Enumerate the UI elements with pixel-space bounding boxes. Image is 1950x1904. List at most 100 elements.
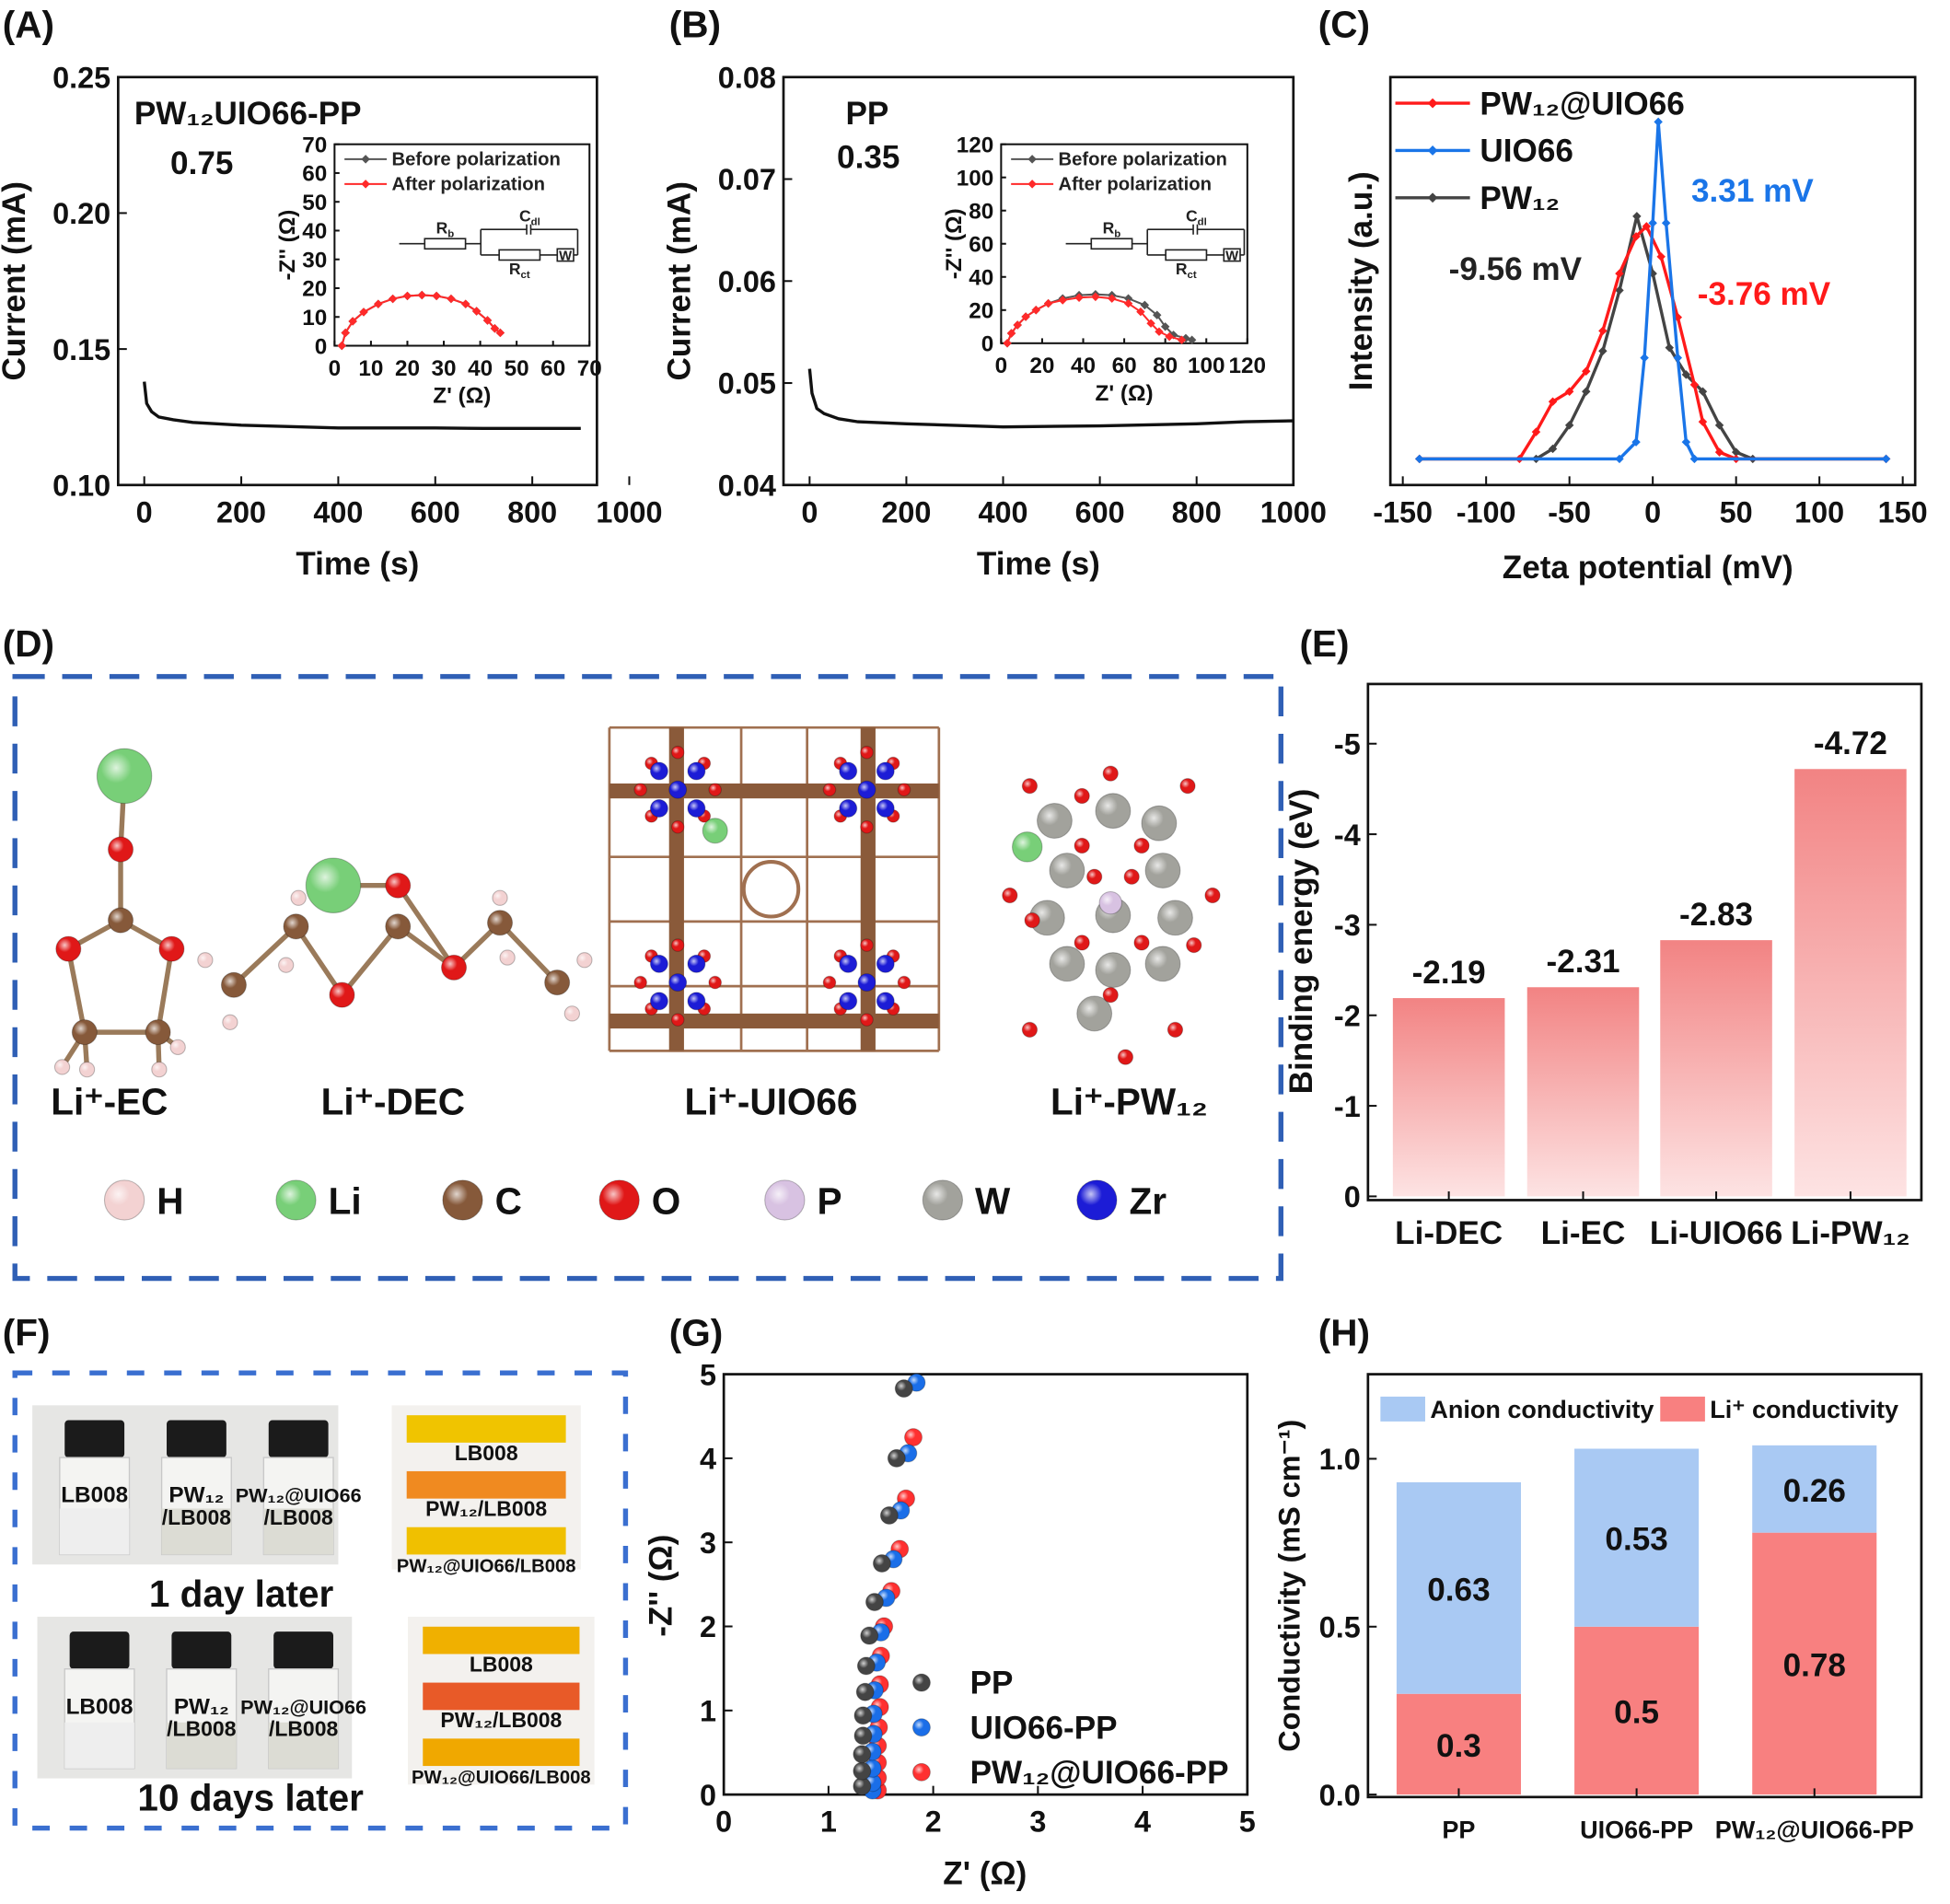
legend-marker-shine [912, 1674, 931, 1692]
oxygen-atom-shine [671, 938, 684, 952]
data-point-shine [880, 1506, 899, 1525]
x-tick-label: 800 [1172, 495, 1222, 528]
vial-label: /LB008 [167, 1717, 237, 1741]
oxygen-atom [860, 1013, 874, 1027]
oxygen-atom [822, 975, 837, 990]
inset-data-point [1155, 327, 1164, 336]
bar-value-label: -4.72 [1814, 726, 1887, 761]
atom-legend-icon-shine [104, 1179, 145, 1221]
y-tick-label: -3 [1334, 909, 1361, 942]
structure-label: Li⁺-EC [51, 1080, 168, 1122]
tungsten-atom [1141, 805, 1178, 842]
data-point-shine [895, 1379, 913, 1398]
atom-legend-C: C [442, 1179, 522, 1222]
carbon-atom-shine [544, 969, 570, 995]
oxygen-atom [1102, 986, 1119, 1004]
framework-linker [668, 727, 684, 1051]
vial-cap [171, 1631, 232, 1669]
strip-label: LB008 [470, 1652, 533, 1676]
y-tick-label: 5 [700, 1358, 716, 1391]
phosphorus-atom [1098, 890, 1122, 915]
zirconium-atom [839, 798, 858, 818]
oxygen-atom [107, 836, 134, 863]
data-point [1415, 454, 1424, 464]
bar [1794, 769, 1907, 1197]
inset-data-point [341, 328, 350, 338]
carbon-atom-shine [72, 1019, 98, 1045]
circuit-label-main: C [1186, 206, 1198, 225]
vial-label: /LB008 [264, 1505, 334, 1529]
legend-marker [361, 180, 370, 189]
bar-value-label: 0.5 [1614, 1694, 1659, 1730]
zirconium-atom-shine [687, 799, 705, 818]
y-tick-label: 0.15 [52, 333, 110, 366]
zirconium-atom [668, 780, 688, 799]
x-tick-label: 1000 [596, 495, 662, 528]
data-point [1661, 218, 1671, 227]
y-axis-label: -Z'' (Ω) [643, 1535, 679, 1637]
zirconium-atom [687, 992, 706, 1011]
zirconium-atom-shine [876, 955, 895, 973]
x-tick-label: 100 [1794, 495, 1844, 528]
circuit-label-sub: b [447, 229, 454, 240]
plot-frame [1366, 1373, 1923, 1799]
panel-E: 0 -1 -2 -3 -4 -5 Binding energy (eV) -2.19 Li-DE… [1283, 682, 1923, 1251]
oxygen-atom [670, 938, 685, 952]
oxygen-atom-shine [108, 837, 133, 863]
test-strip [406, 1470, 566, 1499]
circuit-label-rb: Rb [1103, 219, 1121, 240]
circuit-label-rct: Rct [509, 260, 530, 281]
legend-label: UIO66 [1480, 134, 1573, 169]
oxygen-atom-shine [1204, 888, 1221, 903]
tungsten-atom [1049, 853, 1085, 888]
y-tick-label: 40 [969, 266, 993, 291]
oxygen-atom [897, 783, 911, 797]
carbon-atom-shine [385, 913, 411, 939]
hydrogen-atom-shine [564, 1005, 580, 1021]
inset-data-point [1165, 331, 1174, 342]
x-tick-label: PP [1442, 1816, 1475, 1843]
transference-number: 0.35 [837, 139, 900, 175]
y-tick-label: 0 [700, 1779, 716, 1812]
panel-label-H: (H) [1318, 1312, 1370, 1354]
panel-label-D: (D) [3, 622, 54, 665]
data-point-shine [853, 1726, 872, 1745]
zirconium-atom-shine [668, 781, 687, 799]
x-tick-label: 200 [881, 495, 931, 528]
inset-data-point [337, 341, 347, 351]
oxygen-atom [440, 954, 468, 981]
data-point-shine [853, 1762, 871, 1781]
data-point [1631, 232, 1641, 241]
vial-liquid [263, 1508, 334, 1555]
y-tick-label: 60 [969, 233, 993, 258]
bar-anion-conductivity [1396, 1481, 1521, 1694]
lithium-atom-shine [306, 858, 361, 913]
zirconium-atom [687, 798, 706, 818]
peak-annotation: -3.76 mV [1698, 276, 1831, 312]
vial-cap [167, 1420, 226, 1458]
carbon-atom [145, 1019, 171, 1046]
series-2 [868, 1428, 923, 1800]
oxygen-atom [55, 935, 82, 962]
oxygen-atom [860, 938, 874, 952]
zirconium-atom-shine [839, 955, 857, 973]
data-point [904, 1428, 923, 1447]
oxygen-atom-shine [1022, 1022, 1038, 1038]
zirconium-atom [876, 992, 895, 1011]
tungsten-atom-shine [1050, 853, 1085, 888]
atom-legend-icon-shine [599, 1179, 640, 1221]
carbon-atom-shine [145, 1019, 171, 1045]
y-tick-label: 0.20 [52, 197, 110, 230]
zirconium-atom-shine [839, 799, 857, 818]
oxygen-atom-shine [860, 746, 874, 759]
data-point [1714, 421, 1724, 430]
y-tick-label: 1 [700, 1694, 716, 1727]
hydrogen-atom [492, 889, 508, 906]
bar-value-label: -2.31 [1547, 944, 1620, 980]
lithium-atom [305, 857, 362, 913]
oxygen-atom [1102, 765, 1119, 782]
atom-legend-Zr: Zr [1076, 1179, 1167, 1222]
tungsten-atom [1049, 946, 1085, 982]
hydrogen-atom [222, 1014, 238, 1030]
zirconium-atom [876, 954, 895, 973]
